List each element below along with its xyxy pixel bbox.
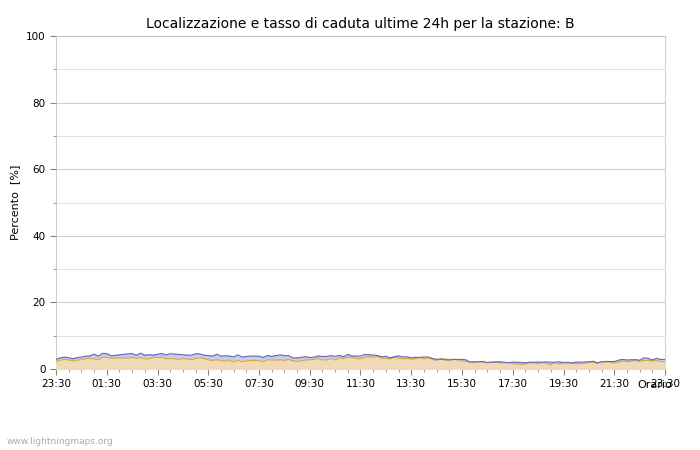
Text: Orario: Orario	[637, 380, 672, 390]
Title: Localizzazione e tasso di caduta ultime 24h per la stazione: B: Localizzazione e tasso di caduta ultime …	[146, 17, 575, 31]
Y-axis label: Percento  [%]: Percento [%]	[10, 165, 20, 240]
Text: www.lightningmaps.org: www.lightningmaps.org	[7, 436, 113, 446]
